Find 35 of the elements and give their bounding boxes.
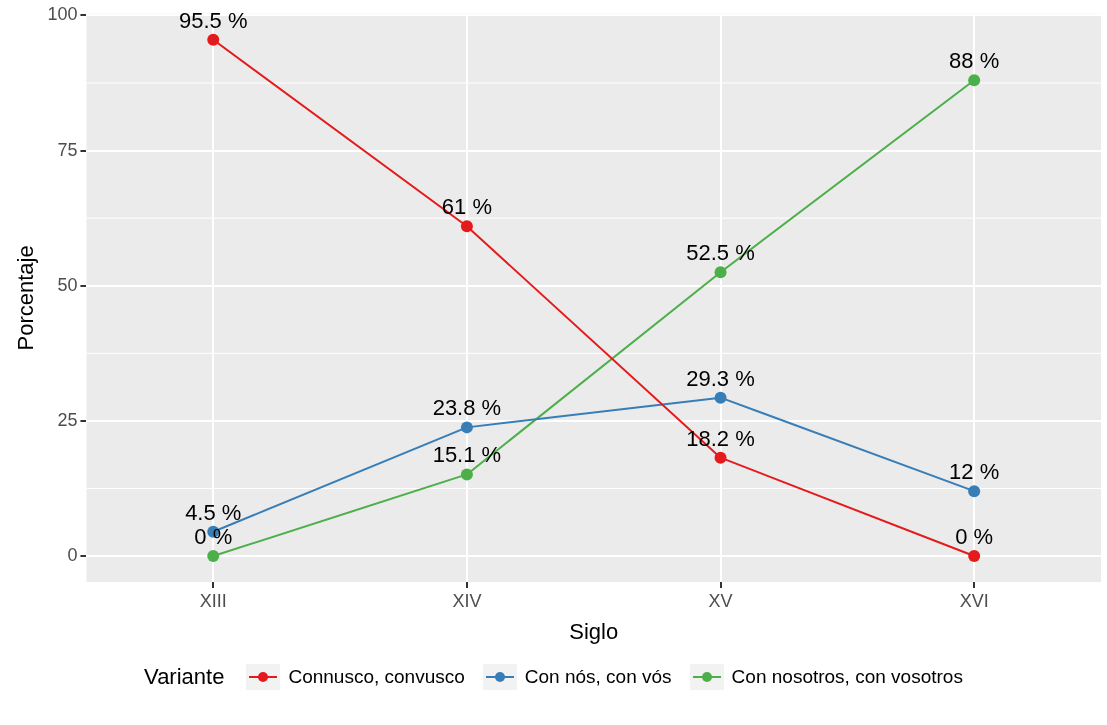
y-tick-label: 0 <box>67 545 78 566</box>
point <box>968 485 981 498</box>
data-label: 0 % <box>194 524 233 550</box>
y-axis-title: Porcentaje <box>13 245 39 351</box>
point <box>207 550 220 563</box>
legend-label: Con nós, con vós <box>524 666 672 688</box>
x-tick-label: XV <box>708 590 733 611</box>
x-axis-title: Siglo <box>569 618 619 644</box>
point <box>714 391 727 404</box>
y-tick-label: 100 <box>47 4 78 25</box>
legend-title: Variante <box>144 664 225 690</box>
y-tick-label: 75 <box>57 139 78 160</box>
x-tick-label: XIII <box>199 590 227 611</box>
data-label: 88 % <box>949 48 1000 74</box>
legend-label: Connusco, convusco <box>288 666 465 688</box>
point <box>714 451 727 464</box>
data-label: 4.5 % <box>185 499 242 525</box>
data-label: 23.8 % <box>432 395 502 421</box>
point <box>207 33 220 46</box>
point <box>460 468 473 481</box>
point <box>968 550 981 563</box>
point <box>968 74 981 87</box>
data-label: 12 % <box>949 459 1000 485</box>
x-tick-label: XVI <box>959 590 989 611</box>
legend-label: Con nosotros, con vosotros <box>731 666 963 688</box>
data-label: 0 % <box>955 524 994 550</box>
y-tick-label: 25 <box>57 409 78 430</box>
point <box>714 266 727 279</box>
data-label: 29.3 % <box>686 365 755 391</box>
x-tick-label: XIV <box>452 590 482 611</box>
point <box>460 421 473 434</box>
point <box>460 220 473 233</box>
data-label: 95.5 % <box>179 7 248 33</box>
data-label: 61 % <box>441 194 492 220</box>
y-tick-label: 50 <box>57 274 78 295</box>
